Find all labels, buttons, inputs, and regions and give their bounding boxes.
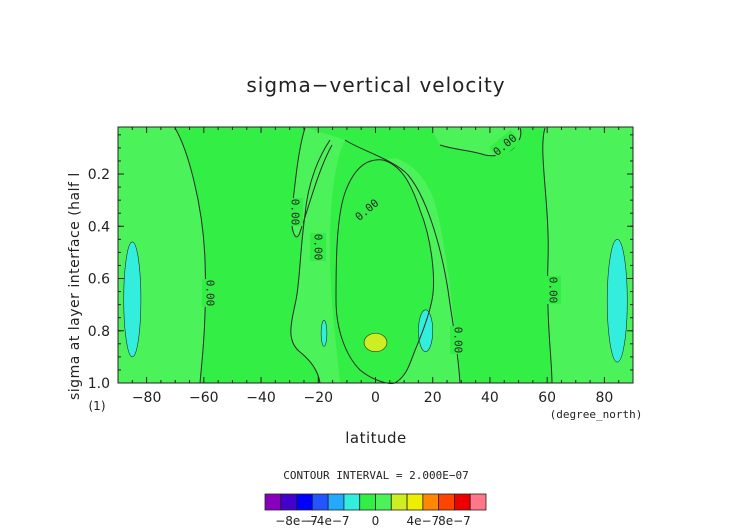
region-small-cell-north bbox=[418, 309, 434, 352]
contour-lines bbox=[174, 127, 553, 384]
y-tick-label: 0.8 bbox=[88, 324, 110, 340]
colorbar-tick-label: −4e−7 bbox=[307, 514, 350, 528]
x-axis-label: latitude bbox=[345, 429, 407, 447]
colorbar-swatch bbox=[390, 493, 408, 511]
contour-label: 0.00 bbox=[452, 327, 465, 354]
region-small-cell-south bbox=[320, 320, 328, 347]
colorbar-swatch bbox=[311, 493, 329, 511]
colorbar-tick-label: −8e−7 bbox=[275, 514, 318, 528]
contour-label: 0.00 bbox=[547, 277, 560, 304]
colorbar-swatch bbox=[422, 493, 440, 511]
y-tick-label: 0.4 bbox=[88, 219, 110, 235]
y-tick-label: 1.0 bbox=[88, 376, 110, 392]
contour-interval: CONTOUR INTERVAL = 2.000E−07 bbox=[283, 469, 468, 482]
colorbar-swatch bbox=[343, 493, 361, 511]
contour-line bbox=[290, 139, 331, 384]
chart-title: sigma−vertical velocity bbox=[246, 73, 505, 97]
colorbar-swatch bbox=[359, 493, 376, 511]
contour-label-bg bbox=[489, 129, 521, 161]
x-tick-label: 60 bbox=[538, 390, 556, 406]
y-tick-label: 0.2 bbox=[88, 167, 110, 183]
region-polar-cell-west bbox=[123, 241, 142, 358]
colorbar-swatch bbox=[264, 493, 282, 511]
contour-label: 0.00 bbox=[289, 199, 302, 226]
x-tick-label: −40 bbox=[246, 390, 276, 406]
x-tick-label: 0 bbox=[371, 390, 380, 406]
colorbar-swatch bbox=[406, 493, 424, 511]
x-tick-label: 40 bbox=[481, 390, 499, 406]
region-equatorial-max bbox=[363, 333, 388, 352]
contour-label-bg bbox=[450, 326, 466, 354]
x-tick-label: 20 bbox=[424, 390, 442, 406]
contour-label: 0.00 bbox=[204, 280, 217, 307]
contour-label-bg bbox=[545, 276, 561, 304]
y-axis-units: (1) bbox=[89, 399, 106, 413]
x-tick-label: 80 bbox=[595, 390, 613, 406]
region-polar-cell-east bbox=[606, 239, 628, 363]
contour-line bbox=[291, 127, 333, 238]
x-tick-label: −60 bbox=[189, 390, 219, 406]
colorbar: −8e−7−4e−7 0 4e−78e−7 bbox=[264, 493, 487, 528]
x-axis: −80 −60 −40 −20 0 20 40 60 80 bbox=[117, 127, 634, 406]
contour-label-bg bbox=[287, 198, 303, 226]
x-tick-label: −20 bbox=[304, 390, 334, 406]
colorbar-swatch bbox=[469, 493, 487, 511]
contour-labels: 0.00 0.000.000.000.000.000.00 bbox=[202, 129, 561, 354]
x-axis-units: (degree_north) bbox=[550, 408, 643, 421]
contour-line bbox=[542, 127, 553, 384]
colorbar-tick-label: 4e−7 bbox=[406, 514, 439, 528]
colorbar-swatch bbox=[454, 493, 471, 511]
y-axis: 0.2 0.4 0.6 0.8 1.0 bbox=[88, 134, 633, 392]
contour-line bbox=[174, 127, 206, 384]
colorbar-tick-label: 0 bbox=[372, 514, 380, 528]
colorbar-tick-label: 8e−7 bbox=[438, 514, 471, 528]
contour-label-bg bbox=[202, 279, 218, 307]
x-tick-label: −80 bbox=[132, 390, 162, 406]
colorbar-swatch bbox=[375, 493, 392, 511]
contour-label-bg bbox=[351, 194, 383, 226]
y-axis-label: sigma at layer interface (half l bbox=[67, 172, 83, 400]
contour-line bbox=[335, 159, 434, 384]
region-descent-north-subtropics bbox=[383, 158, 460, 383]
contour-label-bg bbox=[310, 233, 326, 261]
colorbar-swatch bbox=[296, 493, 313, 511]
contour-fields bbox=[118, 127, 633, 383]
colorbar-swatch bbox=[280, 493, 297, 511]
colorbar-swatch bbox=[327, 493, 345, 511]
contour-label: 0.00 bbox=[312, 234, 325, 261]
colorbar-swatch bbox=[438, 493, 455, 511]
y-tick-label: 0.6 bbox=[88, 272, 110, 288]
